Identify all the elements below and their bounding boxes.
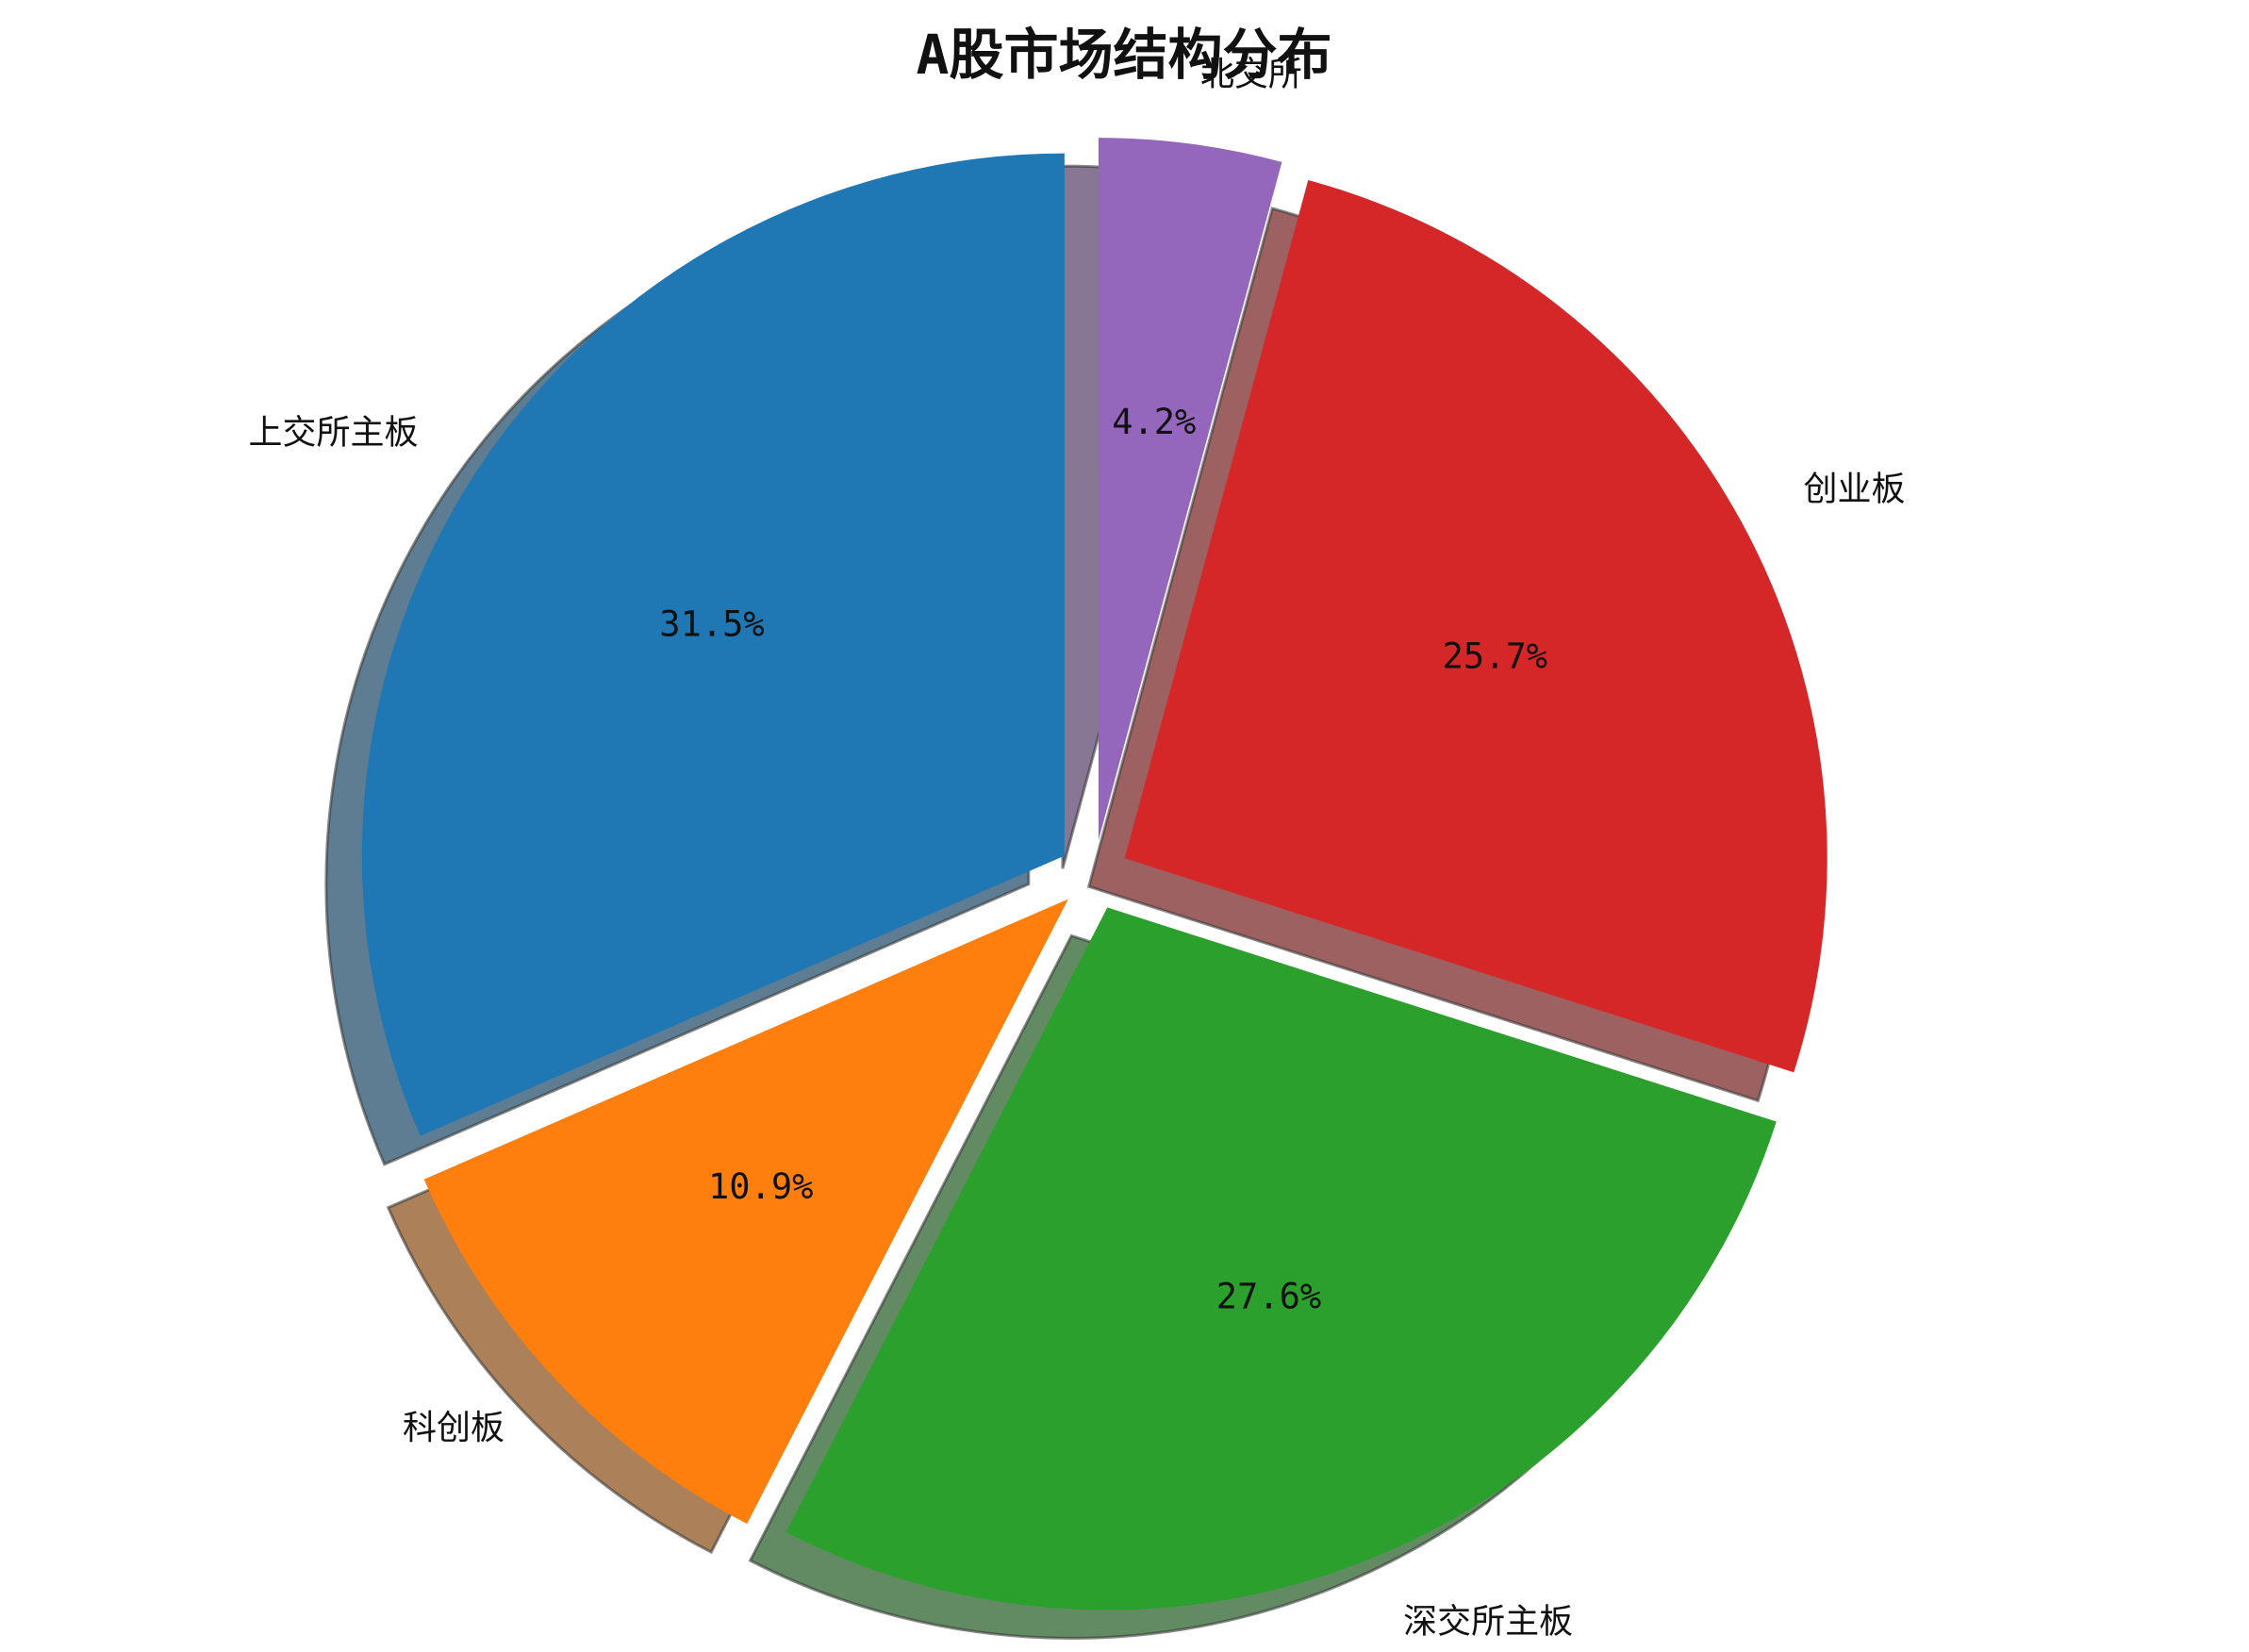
slice-pct-label-1: 10.9% [708, 1166, 813, 1207]
slice-category-label-3: 创业板 [1804, 470, 1906, 508]
slice-category-label-0: 上交所主板 [248, 413, 418, 452]
slice-pct-label-3: 25.7% [1443, 636, 1547, 677]
slice-0 [361, 153, 1065, 1136]
slice-2 [785, 907, 1777, 1611]
chart-title: A股市场结构分布 [917, 23, 1332, 87]
slice-3 [1124, 180, 1827, 1073]
slice-layer [361, 138, 1827, 1611]
slice-pct-label-0: 31.5% [659, 604, 764, 645]
slice-4 [1098, 138, 1282, 841]
slice-category-label-4: 北交所 [1200, 56, 1302, 94]
slice-pct-label-4: 4.2% [1112, 402, 1196, 442]
slice-1 [423, 899, 1068, 1525]
slice-category-label-1: 科创板 [403, 1409, 504, 1447]
slice-category-label-2: 深交所主板 [1403, 1602, 1573, 1641]
label-layer: 31.5% 上交所主板 10.9% 科创板 27.6% 深交所主板 25.7% 创业板 4.2%… [248, 56, 1905, 1642]
slice-pct-label-2: 27.6% [1216, 1276, 1321, 1316]
